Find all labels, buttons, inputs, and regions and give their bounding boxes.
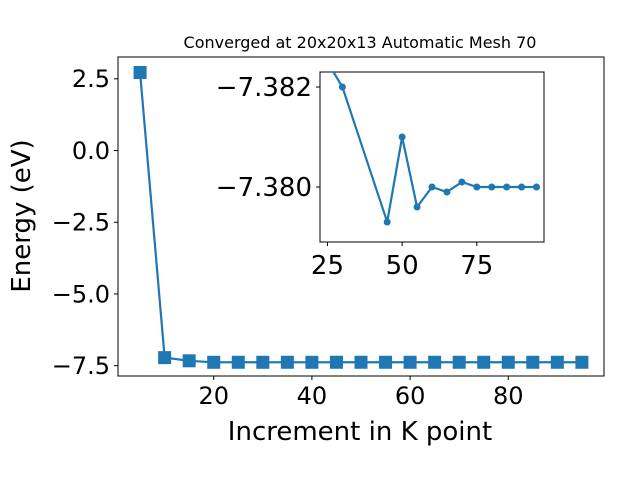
main-x-tick-label: 40: [297, 382, 328, 410]
inset-data-point: [338, 83, 346, 91]
main-y-tick-label: 2.5: [72, 65, 110, 93]
inset-x-tick-label: 75: [460, 251, 493, 281]
main-data-point: [354, 355, 368, 369]
main-x-tick-label: 80: [493, 382, 524, 410]
inset-y-axis: −7.382 −7.380: [216, 73, 320, 203]
inset-data-point: [413, 203, 421, 211]
main-data-point: [305, 355, 319, 369]
inset-plot-frame: [319, 71, 545, 243]
inset-x-tick-label: 50: [386, 251, 419, 281]
inset-data-point: [533, 183, 541, 191]
inset-y-tick-label: −7.380: [216, 173, 312, 203]
inset-data-point: [503, 183, 511, 191]
main-data-point: [379, 355, 393, 369]
main-x-tick-label: 60: [395, 382, 426, 410]
main-data-point: [182, 354, 196, 368]
inset-data-point: [443, 188, 451, 196]
x-axis-label: Increment in K point: [228, 417, 492, 447]
inset-data-point: [488, 183, 496, 191]
main-y-tick-label: −5.0: [52, 280, 110, 308]
main-data-point: [280, 355, 294, 369]
main-data-point: [329, 355, 343, 369]
main-data-point: [526, 355, 540, 369]
inset-data-point: [458, 178, 466, 186]
inset-y-tick-label: −7.382: [216, 73, 312, 103]
main-x-tick-label: 20: [198, 382, 229, 410]
main-x-axis: 20 40 60 80: [198, 376, 524, 410]
main-y-tick-label: −2.5: [52, 209, 110, 237]
inset-series: [332, 72, 541, 226]
inset-data-point: [398, 133, 406, 141]
main-data-point: [575, 355, 589, 369]
inset-data-point: [518, 183, 526, 191]
main-data-point: [452, 355, 466, 369]
main-data-point: [133, 65, 147, 79]
main-data-point: [207, 355, 221, 369]
main-data-point: [256, 355, 270, 369]
main-data-point: [158, 351, 172, 365]
y-axis-label: Energy (eV): [7, 139, 37, 292]
main-y-tick-label: −7.5: [52, 352, 110, 380]
inset-x-tick-label: 25: [311, 251, 344, 281]
main-data-point: [501, 355, 515, 369]
main-data-point: [231, 355, 245, 369]
main-data-point: [477, 355, 491, 369]
inset-x-axis: 25 50 75: [311, 242, 493, 281]
main-y-axis: 2.5 0.0 −2.5 −5.0 −7.5: [52, 65, 118, 380]
main-y-tick-label: 0.0: [72, 137, 110, 165]
main-data-point: [403, 355, 417, 369]
inset-plot-area: 25 50 75 −7.382 −7.380: [216, 71, 545, 281]
main-data-point: [428, 355, 442, 369]
inset-data-point: [428, 183, 436, 191]
inset-data-point: [383, 218, 391, 226]
chart-title: Converged at 20x20x13 Automatic Mesh 70: [184, 33, 537, 52]
main-series: [133, 65, 589, 369]
main-data-point: [550, 355, 564, 369]
inset-data-point: [473, 183, 481, 191]
